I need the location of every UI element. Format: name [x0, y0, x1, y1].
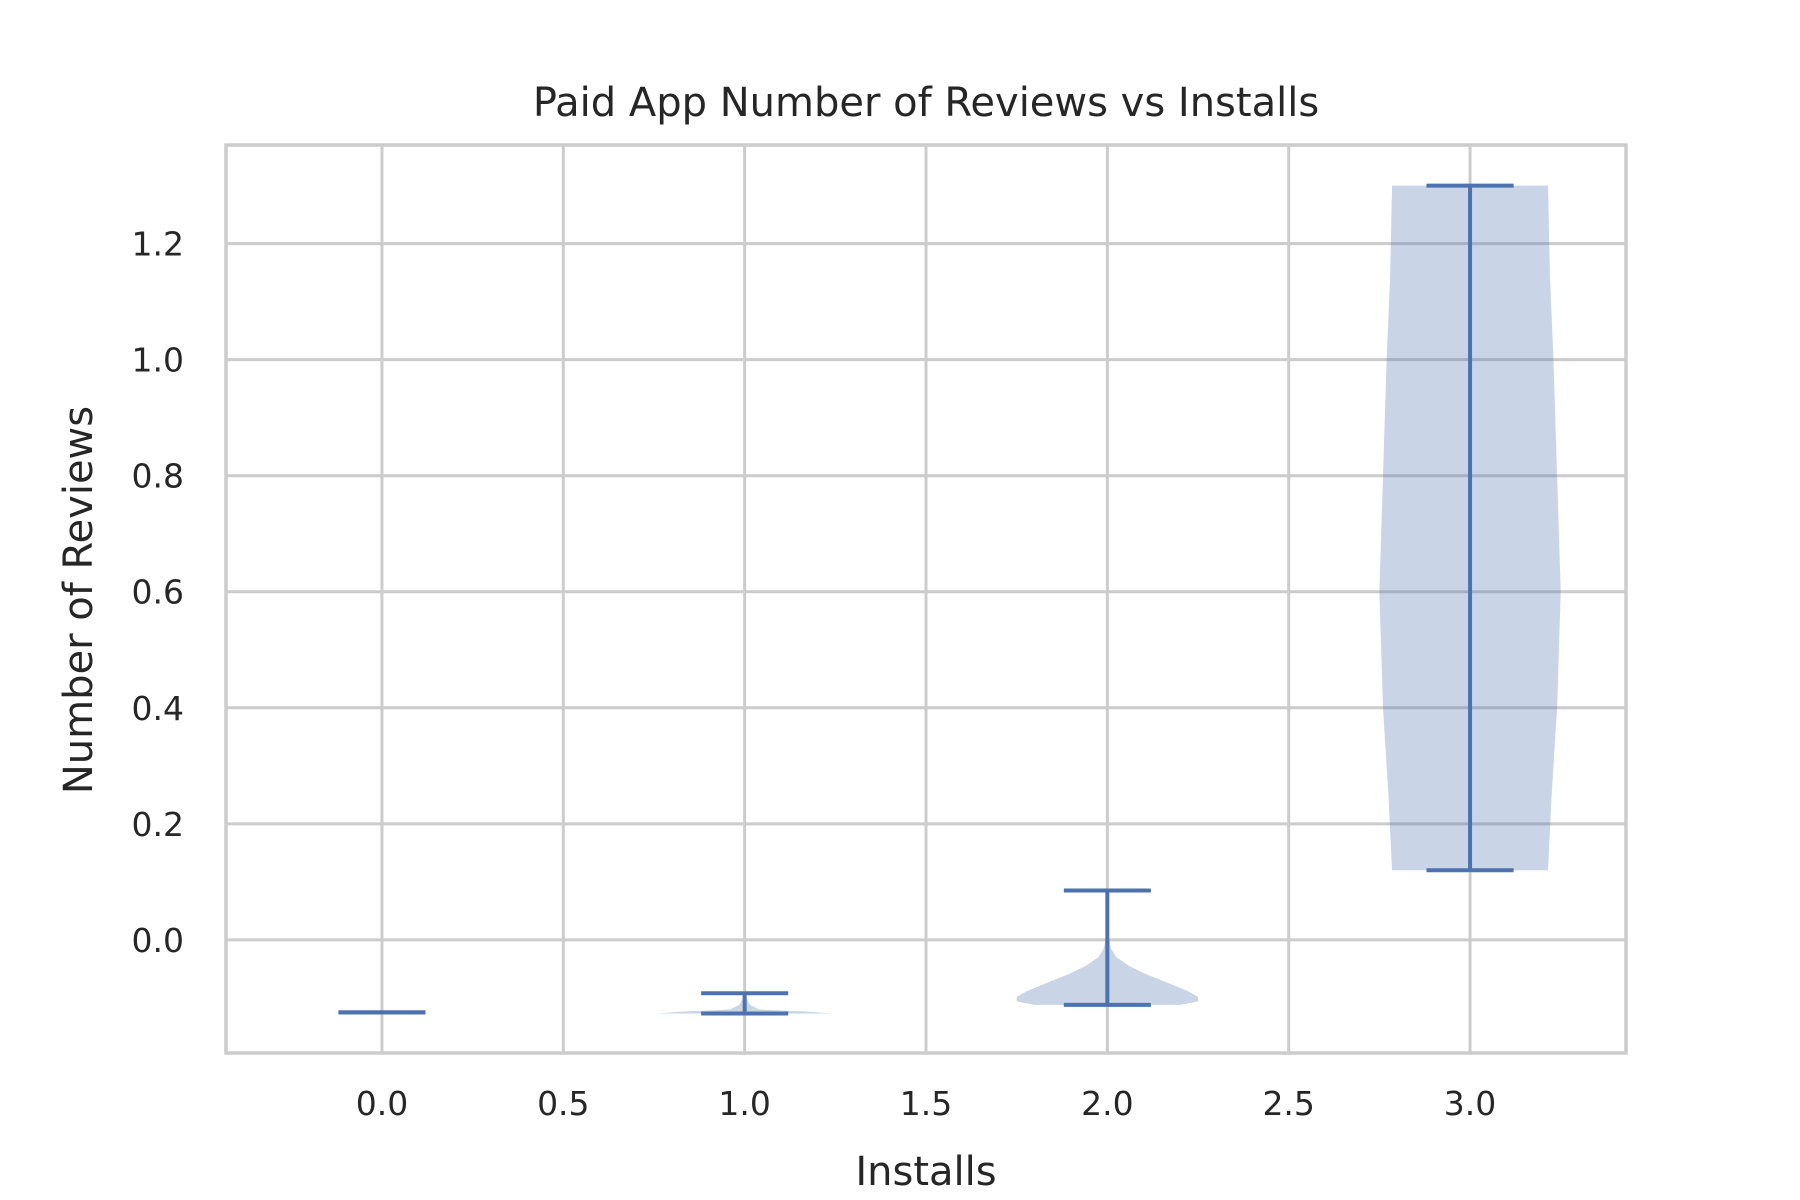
- x-tick-label: 2.0: [1081, 1084, 1133, 1123]
- plot-frame: [224, 143, 1628, 1055]
- x-tick-label: 2.5: [1262, 1084, 1314, 1123]
- x-tick-label: 3.0: [1444, 1084, 1496, 1123]
- grid-lines: [226, 145, 1626, 1053]
- x-tick-label: 1.0: [718, 1084, 770, 1123]
- chart-title: Paid App Number of Reviews vs Installs: [533, 80, 1319, 126]
- violin-group: [1016, 888, 1199, 1007]
- y-tick-label: 0.0: [132, 921, 184, 960]
- y-tick-label: 0.8: [132, 457, 184, 496]
- y-tick-label: 0.2: [132, 805, 184, 844]
- violin-group: [1379, 183, 1561, 873]
- x-tick-label: 0.5: [537, 1084, 589, 1123]
- x-axis-label: Installs: [855, 1149, 996, 1195]
- violin-group: [657, 991, 832, 1016]
- y-tick-label: 0.4: [132, 689, 184, 728]
- x-tick-labels: 0.0 0.5 1.0 1.5 2.0 2.5 3.0: [356, 1084, 1497, 1123]
- y-tick-label: 1.2: [132, 225, 184, 264]
- violins: [338, 183, 1561, 1016]
- y-tick-label: 0.6: [132, 573, 184, 612]
- x-tick-label: 0.0: [356, 1084, 408, 1123]
- y-tick-labels: 0.0 0.2 0.4 0.6 0.8 1.0 1.2: [132, 225, 184, 960]
- x-tick-label: 1.5: [900, 1084, 952, 1123]
- y-tick-label: 1.0: [132, 341, 184, 380]
- y-axis-label: Number of Reviews: [56, 406, 102, 794]
